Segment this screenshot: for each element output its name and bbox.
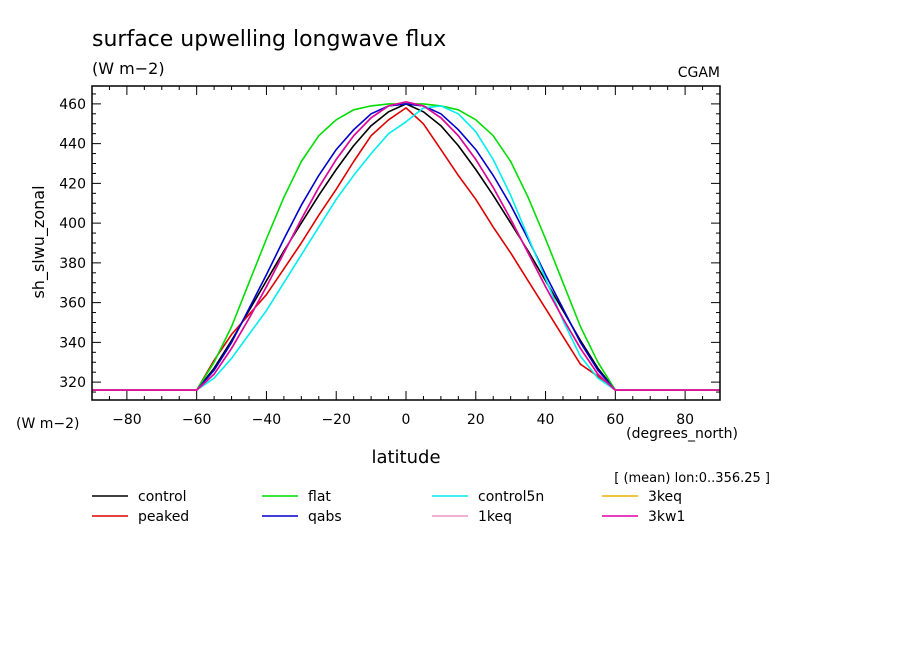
x-tick-label: −60 — [182, 412, 212, 428]
series-line-flat — [92, 103, 720, 391]
y-tick-label: 380 — [59, 256, 86, 272]
y-tick-label: 420 — [59, 176, 86, 192]
subset-note: [ (mean) lon:0..356.25 ] — [614, 471, 770, 486]
x-tick-label: 80 — [676, 412, 694, 428]
y-tick-labels: 320 340 360 380 400 420 440 460 — [59, 97, 86, 391]
x-tick-label: −20 — [321, 412, 351, 428]
legend-label-1keq: 1keq — [478, 509, 512, 525]
source-label: CGAM — [678, 65, 720, 81]
legend-label-3kw1: 3kw1 — [648, 509, 685, 525]
x-tick-label: 20 — [467, 412, 485, 428]
legend-label-control5n: control5n — [478, 489, 544, 505]
y-tick-label: 460 — [59, 97, 86, 113]
x-tick-label: 0 — [402, 412, 411, 428]
series-line-qabs — [92, 103, 720, 391]
x-tick-label: −80 — [112, 412, 142, 428]
legend-label-qabs: qabs — [308, 509, 342, 525]
series-line-1keq — [92, 101, 720, 391]
tick-marks — [91, 86, 721, 400]
y-axis-label: sh_slwu_zonal — [29, 185, 49, 298]
series-layer — [92, 101, 720, 391]
x-axis-units: (degrees_north) — [626, 426, 738, 442]
legend: control flat control5n 3keq peaked qabs 1keq 3k… — [92, 489, 685, 525]
y-tick-label: 320 — [59, 375, 86, 391]
y-tick-label: 440 — [59, 137, 86, 153]
legend-label-control: control — [138, 489, 187, 505]
y-tick-label: 360 — [59, 296, 86, 312]
x-tick-label: 60 — [606, 412, 624, 428]
x-tick-labels: −80 −60 −40 −20 0 20 40 60 80 — [112, 412, 694, 428]
x-tick-label: −40 — [252, 412, 282, 428]
x-axis-label: latitude — [371, 447, 440, 468]
series-line-3kw1 — [92, 101, 720, 391]
chart-units: (W m−2) — [92, 59, 165, 78]
series-line-control5n — [92, 105, 720, 391]
series-line-peaked — [92, 107, 720, 391]
x-tick-label: 40 — [537, 412, 555, 428]
plot-frame — [91, 85, 721, 401]
legend-label-peaked: peaked — [138, 509, 189, 525]
legend-label-3keq: 3keq — [648, 489, 682, 505]
series-line-3keq — [92, 101, 720, 391]
y-tick-label: 400 — [59, 216, 86, 232]
chart-title: surface upwelling longwave flux — [92, 27, 446, 52]
y-tick-label: 340 — [59, 335, 86, 351]
legend-label-flat: flat — [308, 489, 331, 505]
series-line-control — [92, 103, 720, 391]
y-axis-units: (W m−2) — [16, 416, 80, 432]
